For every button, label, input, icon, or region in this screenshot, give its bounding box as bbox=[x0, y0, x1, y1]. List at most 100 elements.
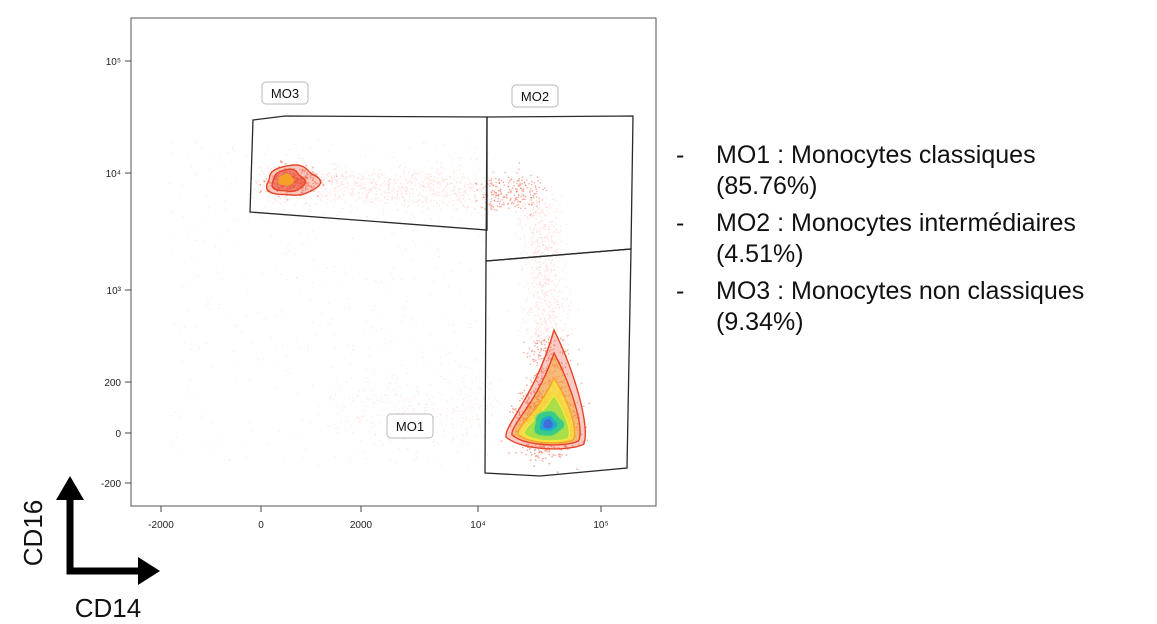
event-dot bbox=[450, 182, 452, 184]
event-dot bbox=[537, 322, 540, 324]
event-dot bbox=[540, 318, 543, 320]
event-dot bbox=[424, 173, 427, 176]
event-dot bbox=[392, 189, 395, 191]
event-dot bbox=[345, 165, 347, 168]
event-dot bbox=[393, 374, 395, 377]
event-dot bbox=[401, 184, 404, 186]
event-dot bbox=[329, 220, 331, 222]
event-dot bbox=[341, 183, 343, 186]
event-dot bbox=[207, 300, 209, 303]
event-dot bbox=[446, 193, 448, 195]
event-dot bbox=[538, 272, 541, 274]
event-dot bbox=[447, 285, 450, 287]
event-dot bbox=[368, 201, 371, 204]
event-dot bbox=[524, 203, 526, 205]
event-dot bbox=[377, 200, 380, 202]
event-dot bbox=[339, 189, 341, 191]
event-dot bbox=[412, 459, 415, 461]
event-dot bbox=[522, 210, 524, 212]
event-dot bbox=[317, 414, 319, 416]
event-dot bbox=[526, 215, 528, 218]
event-dot bbox=[352, 179, 355, 181]
event-dot bbox=[343, 178, 346, 180]
event-dot bbox=[462, 204, 464, 207]
event-dot bbox=[543, 310, 545, 312]
event-dot bbox=[544, 223, 547, 226]
event-dot bbox=[218, 156, 221, 159]
event-dot bbox=[394, 202, 397, 205]
event-dot bbox=[538, 242, 541, 244]
event-dot bbox=[440, 414, 443, 416]
event-dot bbox=[526, 449, 529, 451]
event-dot bbox=[364, 155, 367, 157]
event-dot bbox=[170, 440, 172, 442]
event-dot bbox=[515, 232, 517, 234]
event-dot bbox=[341, 172, 343, 175]
event-dot bbox=[405, 193, 408, 196]
event-dot bbox=[439, 208, 441, 210]
event-dot bbox=[376, 187, 379, 190]
event-dot bbox=[538, 245, 541, 247]
event-dot bbox=[411, 177, 414, 180]
event-dot bbox=[456, 399, 459, 401]
event-dot bbox=[261, 208, 264, 211]
event-dot bbox=[539, 284, 542, 286]
event-dot bbox=[566, 373, 569, 376]
event-dot bbox=[526, 356, 528, 358]
event-dot bbox=[297, 197, 300, 200]
event-dot bbox=[533, 181, 535, 184]
event-dot bbox=[195, 325, 197, 327]
event-dot bbox=[370, 420, 372, 423]
event-dot bbox=[491, 189, 494, 192]
event-dot bbox=[564, 266, 566, 268]
event-dot bbox=[450, 441, 453, 444]
event-dot bbox=[394, 402, 396, 404]
event-dot bbox=[516, 172, 518, 174]
event-dot bbox=[429, 334, 431, 336]
event-dot bbox=[551, 326, 554, 329]
event-dot bbox=[525, 401, 528, 403]
event-dot bbox=[540, 274, 543, 276]
event-dot bbox=[483, 417, 485, 419]
event-dot bbox=[390, 401, 392, 403]
x-tick-label: 0 bbox=[258, 520, 264, 531]
event-dot bbox=[543, 320, 545, 323]
event-dot bbox=[439, 184, 442, 186]
event-dot bbox=[551, 313, 554, 316]
event-dot bbox=[556, 250, 558, 253]
event-dot bbox=[402, 187, 405, 190]
event-dot bbox=[489, 204, 492, 207]
event-dot bbox=[389, 178, 392, 180]
event-dot bbox=[529, 363, 532, 366]
event-dot bbox=[399, 164, 401, 167]
event-dot bbox=[519, 400, 521, 402]
event-dot bbox=[407, 201, 410, 203]
event-dot bbox=[539, 266, 541, 268]
event-dot bbox=[440, 375, 443, 378]
event-dot bbox=[404, 400, 406, 402]
event-dot bbox=[537, 309, 539, 311]
event-dot bbox=[541, 383, 544, 385]
event-dot bbox=[535, 209, 538, 212]
event-dot bbox=[561, 351, 564, 354]
x-tick-label: 10⁵ bbox=[593, 520, 608, 531]
event-dot bbox=[305, 161, 307, 164]
event-dot bbox=[420, 184, 422, 186]
event-dot bbox=[539, 237, 541, 239]
event-dot bbox=[439, 182, 442, 184]
event-dot bbox=[566, 335, 568, 338]
event-dot bbox=[543, 225, 546, 227]
event-dot bbox=[270, 181, 272, 184]
event-dot bbox=[555, 250, 557, 252]
event-dot bbox=[372, 172, 374, 175]
event-dot bbox=[319, 406, 321, 408]
event-dot bbox=[397, 399, 400, 402]
event-dot bbox=[354, 407, 356, 409]
event-dot bbox=[457, 190, 459, 193]
event-dot bbox=[550, 289, 553, 291]
event-dot bbox=[498, 443, 501, 445]
event-dot bbox=[300, 172, 303, 175]
event-dot bbox=[393, 409, 395, 411]
event-dot bbox=[416, 200, 418, 203]
event-dot bbox=[536, 333, 538, 335]
